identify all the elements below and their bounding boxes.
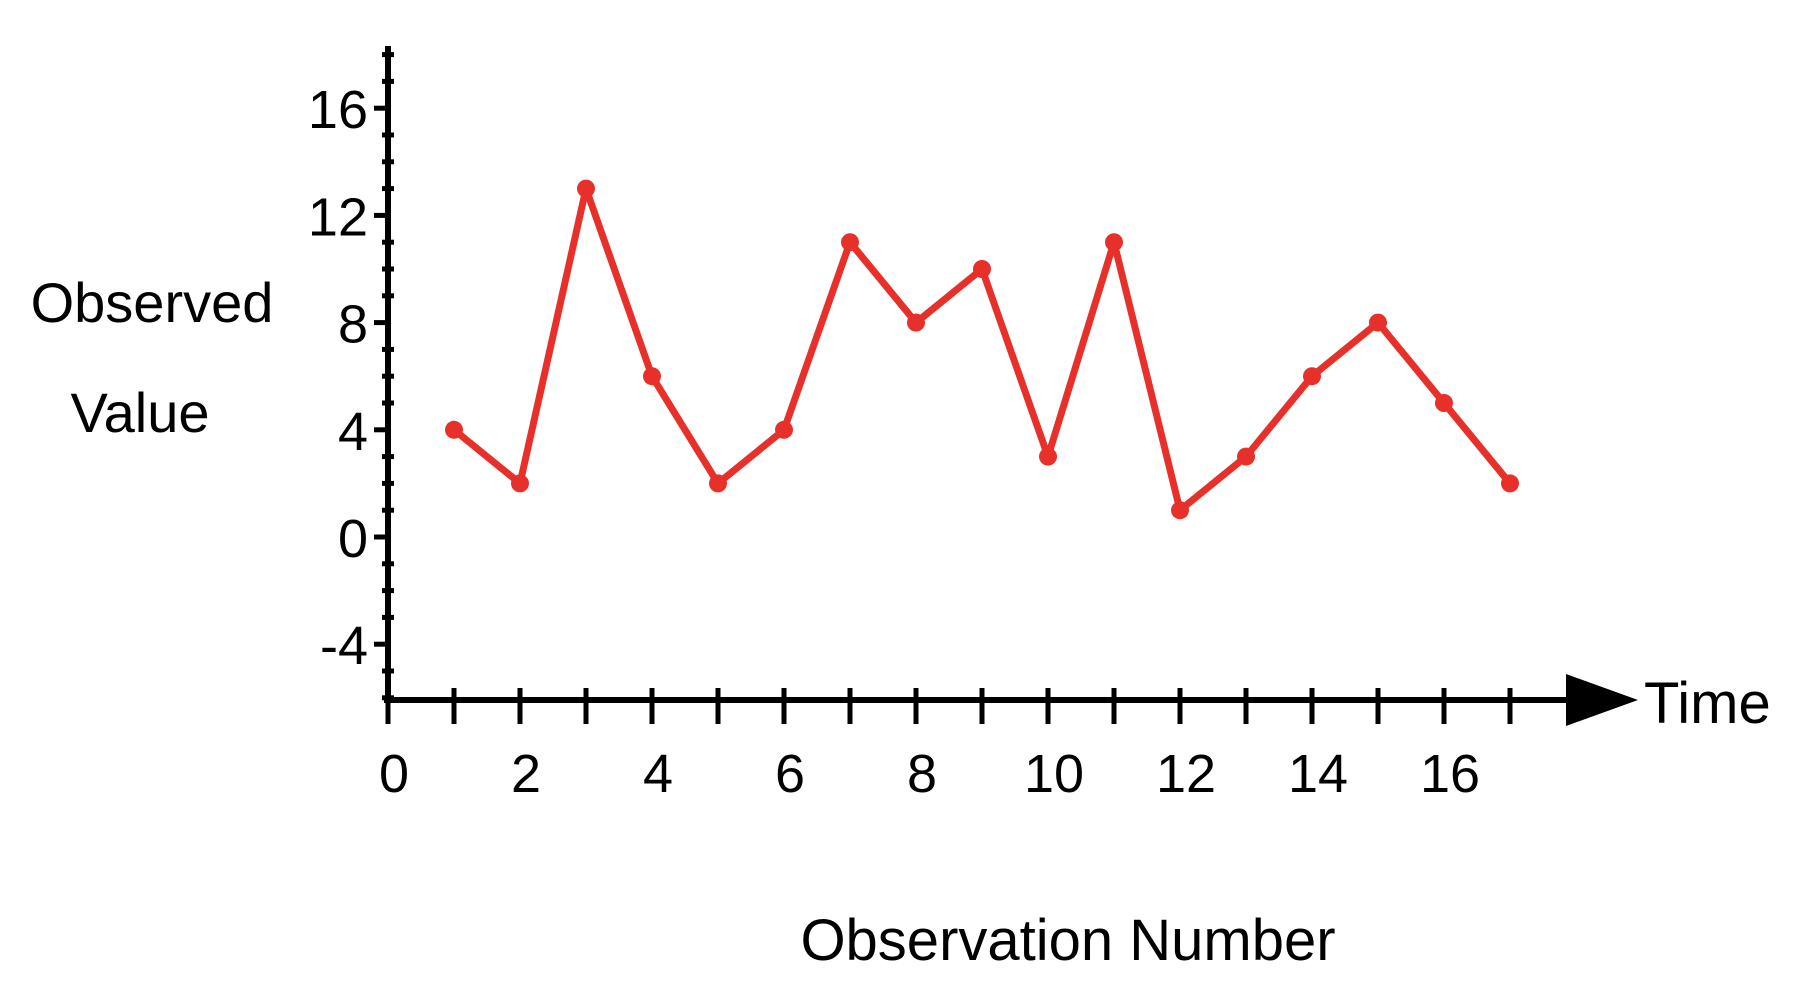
x-axis-label: Observation Number (800, 908, 1335, 973)
tick-marks (374, 52, 1513, 724)
y-tick-label: 8 (338, 295, 368, 355)
data-point (1237, 447, 1255, 466)
x-tick-label: 8 (907, 744, 937, 804)
y-axis-label-line-2: Value (70, 381, 209, 444)
data-point (1369, 313, 1387, 332)
x-axis-arrowhead (1566, 674, 1638, 726)
data-point (445, 420, 463, 439)
data-point (1303, 367, 1321, 386)
axes (384, 46, 1638, 726)
x-tick-label: 2 (511, 744, 541, 804)
data-point (643, 367, 661, 386)
data-point (907, 313, 925, 332)
x-tick-label: 12 (1156, 744, 1216, 804)
x-tick-label: 10 (1024, 744, 1084, 804)
data-point (1435, 394, 1453, 412)
data-point (1171, 501, 1189, 520)
series-layer (445, 179, 1519, 520)
data-point (1105, 233, 1123, 252)
x-tick-label: 4 (643, 744, 673, 804)
y-tick-label: 16 (308, 80, 368, 140)
x-tick-label: 16 (1420, 744, 1480, 804)
data-point (577, 179, 595, 198)
data-point (1039, 447, 1057, 466)
y-tick-label: 4 (338, 402, 368, 462)
x-tick-label: 6 (775, 744, 805, 804)
x-tick-label: 0 (379, 744, 409, 804)
data-point (841, 233, 859, 252)
series-line-0 (450, 185, 1514, 514)
y-axis-label-line-1: Observed (31, 271, 274, 334)
data-point (775, 420, 793, 439)
tick-labels: -4 0 4 8 12 16 0 2 4 6 8 10 12 14 16 (308, 80, 1480, 804)
y-tick-label: 12 (308, 187, 368, 247)
axis-end-label: Time (1644, 671, 1771, 736)
y-tick-label: 0 (338, 509, 368, 569)
data-point (709, 474, 727, 493)
x-tick-label: 14 (1288, 744, 1348, 804)
data-point (1501, 474, 1519, 493)
y-tick-label: -4 (320, 616, 368, 676)
data-point (511, 474, 529, 493)
data-point (973, 260, 991, 278)
